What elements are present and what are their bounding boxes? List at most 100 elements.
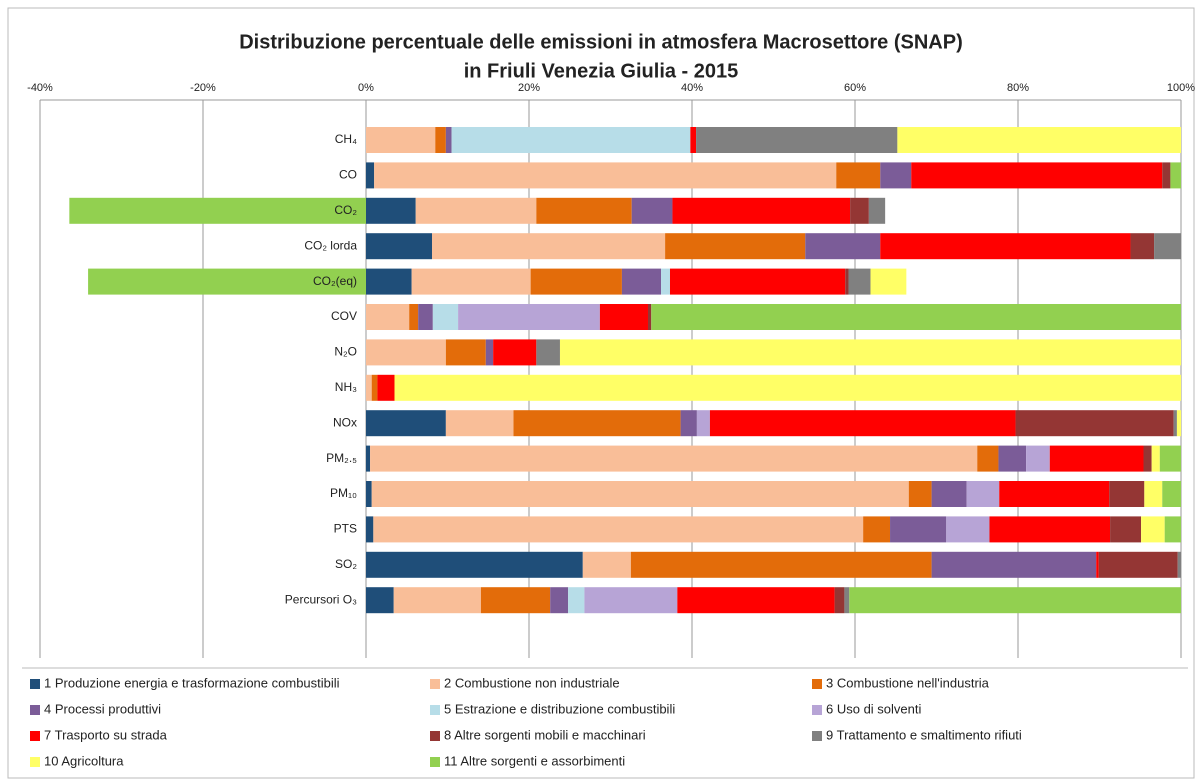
bar-segment: [394, 374, 1181, 401]
bar-segment: [445, 339, 486, 366]
legend-label: 7 Trasporto su strada: [44, 727, 168, 742]
bar-segment: [672, 197, 851, 224]
bar-segment: [665, 233, 806, 260]
bar-segment: [966, 481, 1000, 507]
legend-swatch: [812, 731, 822, 741]
bar-segment: [1154, 233, 1181, 260]
bar-segment: [1015, 410, 1174, 437]
x-tick-label: 0%: [358, 82, 374, 94]
bar-segment: [1049, 445, 1144, 472]
bar-segment: [445, 127, 452, 153]
legend-swatch: [430, 705, 440, 715]
bar-segment: [366, 516, 374, 543]
bar-segment: [880, 162, 912, 189]
bar-segment: [696, 410, 710, 437]
bar-segment: [805, 233, 881, 260]
bar-segment: [850, 197, 869, 224]
legend-swatch: [430, 679, 440, 689]
bar-segment: [880, 233, 1131, 260]
legend-swatch: [430, 731, 440, 741]
bar-segment: [709, 410, 1016, 437]
y-tick-label: CO₂(eq): [313, 274, 357, 288]
y-tick-label: CO: [339, 168, 357, 182]
y-tick-label: CO₂ lorda: [304, 238, 357, 252]
bar-segment: [1141, 516, 1165, 543]
bar-segment: [366, 304, 410, 330]
legend-label: 4 Processi produttivi: [44, 701, 161, 716]
bar-segment: [451, 127, 691, 153]
x-tick-label: 80%: [1007, 82, 1029, 94]
y-tick-label: Percursori O₃: [285, 592, 357, 606]
bar-segment: [493, 339, 537, 366]
y-tick-label: PM₁₀: [330, 486, 357, 500]
bar-segment: [1176, 410, 1181, 437]
legend-label: 2 Combustione non industriale: [444, 675, 620, 690]
x-tick-label: 40%: [681, 82, 703, 94]
bar-segment: [366, 197, 416, 224]
legend-swatch: [812, 705, 822, 715]
bar-segment: [999, 481, 1110, 507]
y-tick-label: PM₂.₅: [326, 451, 357, 465]
bar-segment: [69, 197, 366, 224]
bar-segment: [1173, 410, 1177, 437]
bar-segment: [366, 587, 394, 614]
x-tick-label: -40%: [27, 82, 53, 94]
legend-swatch: [30, 679, 40, 689]
bar-segment: [1110, 516, 1142, 543]
bar-segment: [366, 339, 446, 366]
bar-segment: [480, 587, 551, 614]
legend-label: 10 Agricoltura: [44, 753, 124, 768]
bar-segment: [696, 127, 898, 153]
bar-segment: [366, 233, 433, 260]
bar-segment: [536, 197, 632, 224]
bar-segment: [897, 127, 1181, 153]
y-tick-label: PTS: [334, 522, 357, 536]
bar-segment: [435, 127, 446, 153]
bar-segment: [870, 268, 907, 295]
legend-label: 11 Altre sorgenti e assorbimenti: [444, 753, 625, 768]
bar-segment: [432, 233, 666, 260]
y-tick-label: COV: [331, 309, 357, 323]
chart-title: Distribuzione percentuale delle emission…: [239, 31, 963, 53]
x-tick-label: 20%: [518, 82, 540, 94]
bar-segment: [458, 304, 600, 330]
bar-segment: [1177, 551, 1181, 578]
bar-segment: [582, 551, 631, 578]
y-tick-label: NOx: [333, 415, 357, 429]
bar-segment: [374, 162, 837, 189]
bar-segment: [836, 162, 881, 189]
bar-segment: [998, 445, 1027, 472]
bar-segment: [680, 410, 697, 437]
bar-segment: [977, 445, 999, 472]
y-tick-label: SO₂: [335, 557, 357, 571]
bar-segment: [1096, 551, 1099, 578]
bar-segment: [989, 516, 1111, 543]
bar-segment: [584, 587, 678, 614]
bar-segment: [844, 587, 850, 614]
bar-segment: [1170, 162, 1181, 189]
bar-segment: [371, 481, 909, 507]
bar-segment: [849, 587, 1181, 614]
bar-segment: [834, 587, 845, 614]
bar-segment: [647, 304, 652, 330]
bar-segment: [377, 374, 395, 401]
x-tick-label: -20%: [190, 82, 216, 94]
bar-segment: [1130, 233, 1155, 260]
legend-swatch: [812, 679, 822, 689]
bar-segment: [908, 481, 932, 507]
bar-segment: [415, 197, 537, 224]
bar-segment: [371, 374, 378, 401]
x-tick-label: 100%: [1167, 82, 1195, 94]
bar-segment: [661, 268, 670, 295]
bar-segment: [485, 339, 494, 366]
bar-segment: [1164, 516, 1181, 543]
legend-label: 5 Estrazione e distribuzione combustibil…: [444, 701, 675, 716]
legend-swatch: [30, 705, 40, 715]
bar-segment: [621, 268, 662, 295]
bar-segment: [848, 268, 871, 295]
bar-segment: [1162, 162, 1171, 189]
bar-segment: [599, 304, 648, 330]
bar-segment: [432, 304, 459, 330]
bar-segment: [1151, 445, 1160, 472]
